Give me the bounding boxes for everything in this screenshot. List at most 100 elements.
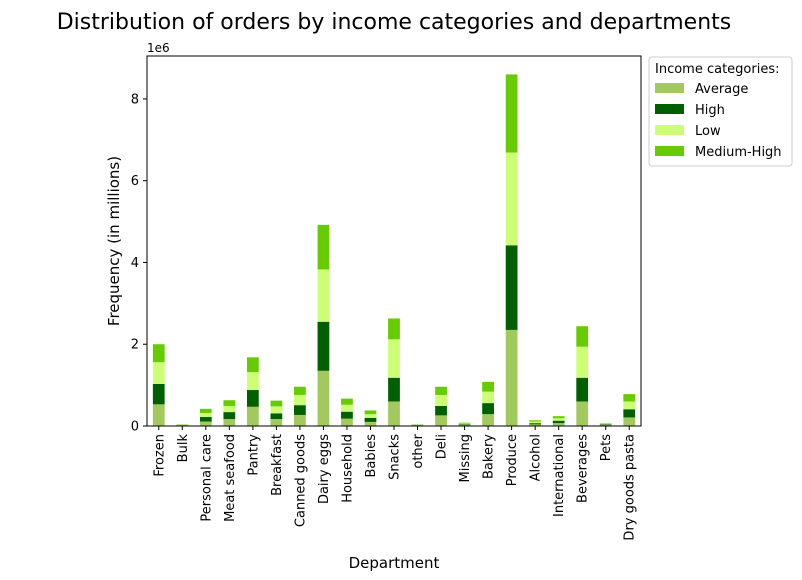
bar-segment: [505, 152, 518, 246]
x-tick-label: Babies: [364, 434, 379, 478]
bar-segment: [246, 357, 259, 373]
bar-segment: [552, 418, 565, 421]
bar-segment: [576, 346, 589, 378]
legend-frame: [648, 56, 793, 167]
bar-segment: [623, 417, 636, 426]
x-tick-label: Household: [340, 434, 355, 503]
bar-segment: [294, 394, 306, 406]
bar-segment: [529, 420, 542, 422]
x-tick-label: Deli: [435, 434, 450, 459]
bar-segment: [270, 419, 283, 426]
legend-label: High: [695, 103, 725, 118]
x-tick-label: Pets: [599, 434, 614, 461]
bar-segment: [341, 398, 353, 405]
bar-segment: [505, 245, 518, 330]
bar-segment: [529, 421, 542, 424]
x-tick-label: Beverages: [576, 434, 591, 503]
bar-segment: [270, 400, 283, 407]
bar-segment: [341, 418, 353, 426]
bar-segment: [152, 362, 165, 384]
bar-segment: [152, 404, 165, 426]
bar-segment: [458, 423, 471, 425]
bar-segment: [482, 414, 494, 426]
legend-title: Income categories:: [655, 62, 780, 77]
y-axis: 0 2 4 6 8: [131, 92, 147, 435]
x-tick-label: Dry goods pasta: [623, 434, 638, 541]
bar-segment: [435, 386, 447, 395]
bar-segment: [435, 415, 447, 426]
bar-segment: [458, 422, 471, 424]
bar-segment: [152, 344, 165, 363]
bar-segment: [388, 339, 400, 378]
x-tick-label: Meat seafood: [223, 434, 238, 522]
legend-swatch: [655, 104, 684, 114]
bar-segment: [529, 424, 542, 426]
plot-frame: [146, 55, 642, 427]
x-tick-label: Dairy eggs: [317, 434, 332, 504]
x-tick-label: Snacks: [388, 434, 403, 480]
x-tick-label: Bulk: [176, 434, 191, 463]
bar-segment: [552, 420, 565, 424]
x-axis: Frozen Bulk Personal care Meat seafood Pantr…: [152, 426, 638, 541]
x-tick-label: Personal care: [199, 434, 214, 522]
bar-segment: [552, 416, 565, 419]
bar-segment: [576, 401, 589, 426]
x-tick-label: International: [552, 434, 567, 517]
x-tick-label: Frozen: [152, 434, 167, 477]
bar-segment: [199, 417, 212, 422]
chart-title: Distribution of orders by income categor…: [57, 10, 732, 35]
bar-segment: [505, 74, 518, 153]
bar-segment: [294, 414, 306, 426]
bar-segment: [435, 394, 447, 406]
x-tick-label: Bakery: [482, 434, 497, 479]
y-tick-label: 0: [131, 420, 139, 435]
bar-segment: [458, 424, 471, 426]
bar-segment: [223, 405, 236, 413]
bar-segment: [552, 423, 565, 426]
bar-segment: [364, 410, 377, 415]
y-tick-label: 8: [131, 92, 139, 107]
legend-label: Average: [695, 82, 748, 97]
bar-segment: [294, 405, 306, 415]
bar-segment: [317, 269, 330, 322]
bar-segment: [576, 326, 589, 347]
bar-segment: [223, 419, 236, 426]
x-axis-label: Department: [349, 554, 440, 572]
bar-segment: [246, 406, 259, 426]
x-tick-label: Breakfast: [270, 434, 285, 496]
x-tick-label: Missing: [458, 434, 473, 482]
y-tick-label: 6: [131, 174, 139, 189]
bar-segment: [482, 403, 494, 415]
bar-segment: [199, 421, 212, 426]
legend-label: Medium-High: [695, 145, 782, 160]
bar-segment: [294, 386, 306, 395]
x-tick-label: Pantry: [246, 434, 261, 476]
bar-segment: [317, 321, 330, 371]
x-tick-label: Canned goods: [293, 434, 308, 527]
bar-segment: [623, 409, 636, 418]
bar-segment: [482, 391, 494, 404]
bar-segment: [223, 412, 236, 420]
bar-segment: [388, 318, 400, 340]
y-tick-label: 4: [131, 256, 139, 271]
legend: Income categories: Average High Low Medium-…: [648, 56, 793, 167]
y-offset-label: 1e6: [147, 41, 170, 55]
bar-segment: [435, 405, 447, 416]
bar-segment: [199, 408, 212, 413]
bar-segment: [246, 390, 259, 407]
bar-segment: [599, 424, 612, 426]
legend-label: Low: [695, 124, 721, 139]
bar-segment: [388, 377, 400, 402]
x-tick-label: Alcohol: [529, 434, 544, 481]
x-tick-label: other: [411, 433, 426, 468]
bar-segment: [270, 413, 283, 420]
bar-segment: [529, 423, 542, 425]
y-axis-label: Frequency (in millions): [105, 156, 123, 326]
legend-swatch: [655, 125, 684, 135]
bar-segment: [482, 381, 494, 392]
bar-segment: [623, 401, 636, 410]
bar-segment: [388, 401, 400, 426]
bar-segment: [317, 224, 330, 270]
bar-segment: [505, 329, 518, 426]
bar-segment: [199, 412, 212, 418]
